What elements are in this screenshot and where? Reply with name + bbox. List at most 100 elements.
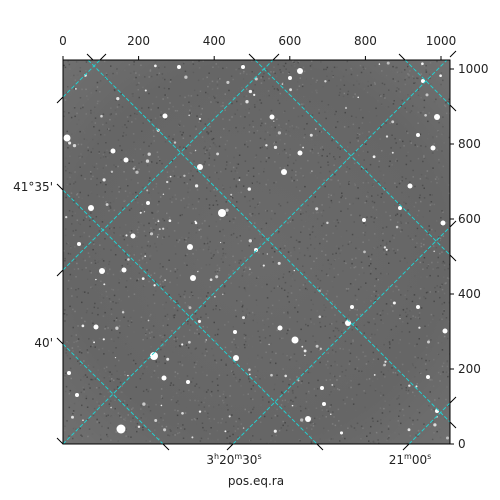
faint-star xyxy=(146,189,149,192)
noise-pixel xyxy=(68,112,70,114)
noise-pixel xyxy=(329,179,331,181)
noise-pixel xyxy=(293,249,296,251)
noise-pixel xyxy=(442,313,444,315)
faint-star xyxy=(318,315,322,319)
noise-pixel xyxy=(354,368,357,370)
noise-pixel xyxy=(251,182,253,184)
noise-pixel xyxy=(409,111,411,114)
noise-pixel xyxy=(340,78,342,81)
noise-pixel xyxy=(63,416,65,419)
noise-pixel xyxy=(190,422,192,424)
noise-pixel xyxy=(427,178,429,180)
noise-pixel xyxy=(432,314,435,317)
faint-star xyxy=(439,74,442,78)
noise-pixel xyxy=(126,289,129,292)
noise-pixel xyxy=(329,267,331,270)
noise-pixel xyxy=(163,307,166,310)
noise-pixel xyxy=(162,431,164,433)
grid-dec-line xyxy=(404,60,450,106)
noise-pixel xyxy=(419,296,421,299)
noise-pixel xyxy=(216,81,219,83)
noise-pixel xyxy=(282,71,284,74)
faint-star xyxy=(242,427,245,429)
noise-pixel xyxy=(282,416,285,419)
faint-star xyxy=(395,225,399,229)
noise-pixel xyxy=(166,324,169,326)
noise-pixel xyxy=(296,63,299,65)
noise-pixel xyxy=(72,412,74,415)
noise-pixel xyxy=(336,250,338,252)
noise-pixel xyxy=(385,74,388,77)
noise-pixel xyxy=(246,200,249,203)
noise-pixel xyxy=(95,387,98,389)
noise-pixel xyxy=(313,323,315,325)
noise-pixel xyxy=(146,269,148,271)
top-tick-label: 1000 xyxy=(425,34,457,48)
noise-pixel xyxy=(118,298,120,300)
noise-pixel xyxy=(215,94,218,97)
noise-pixel xyxy=(68,342,70,344)
noise-pixel xyxy=(125,151,127,154)
noise-pixel xyxy=(173,307,176,309)
noise-pixel xyxy=(333,385,336,388)
noise-pixel xyxy=(372,207,374,209)
noise-pixel xyxy=(138,226,140,228)
noise-pixel xyxy=(333,66,336,69)
noise-pixel xyxy=(109,118,111,121)
noise-pixel xyxy=(216,264,219,267)
noise-pixel xyxy=(282,368,284,370)
noise-pixel xyxy=(148,329,150,331)
noise-pixel xyxy=(421,184,424,187)
noise-pixel xyxy=(179,345,182,348)
noise-pixel xyxy=(67,279,70,282)
noise-pixel xyxy=(320,61,322,63)
noise-pixel xyxy=(436,182,438,184)
noise-pixel xyxy=(355,326,358,328)
noise-pixel xyxy=(351,262,353,265)
noise-pixel xyxy=(100,280,102,282)
noise-pixel xyxy=(167,434,169,436)
star xyxy=(241,65,245,69)
noise-pixel xyxy=(224,256,227,258)
noise-pixel xyxy=(165,268,168,270)
noise-pixel xyxy=(273,88,276,90)
noise-pixel xyxy=(287,222,289,224)
noise-pixel xyxy=(419,133,422,135)
noise-pixel xyxy=(429,77,431,80)
noise-pixel xyxy=(207,248,210,251)
noise-pixel xyxy=(402,309,405,311)
noise-pixel xyxy=(256,100,258,103)
noise-pixel xyxy=(281,337,283,340)
noise-pixel xyxy=(374,233,376,235)
noise-pixel xyxy=(354,93,356,95)
noise-pixel xyxy=(129,114,132,117)
noise-pixel xyxy=(312,147,314,150)
noise-pixel xyxy=(200,316,202,319)
noise-pixel xyxy=(408,342,411,345)
noise-pixel xyxy=(65,194,68,196)
noise-pixel xyxy=(405,155,408,157)
faint-star xyxy=(301,345,304,348)
noise-pixel xyxy=(429,62,432,64)
noise-pixel xyxy=(232,433,234,436)
noise-pixel xyxy=(365,200,368,202)
noise-pixel xyxy=(201,352,204,355)
noise-pixel xyxy=(353,221,355,223)
noise-pixel xyxy=(375,107,377,110)
noise-pixel xyxy=(261,387,263,390)
noise-pixel xyxy=(409,237,412,240)
noise-pixel xyxy=(121,106,124,108)
noise-pixel xyxy=(296,283,298,285)
noise-pixel xyxy=(305,323,307,326)
noise-pixel xyxy=(80,379,82,381)
faint-star xyxy=(127,374,129,377)
noise-pixel xyxy=(148,92,150,95)
noise-pixel xyxy=(394,252,397,254)
noise-pixel xyxy=(119,381,122,384)
noise-pixel xyxy=(275,362,277,365)
noise-pixel xyxy=(409,310,411,312)
noise-pixel xyxy=(162,77,164,79)
noise-pixel xyxy=(128,63,131,66)
noise-pixel xyxy=(113,209,116,212)
noise-pixel xyxy=(103,60,106,63)
